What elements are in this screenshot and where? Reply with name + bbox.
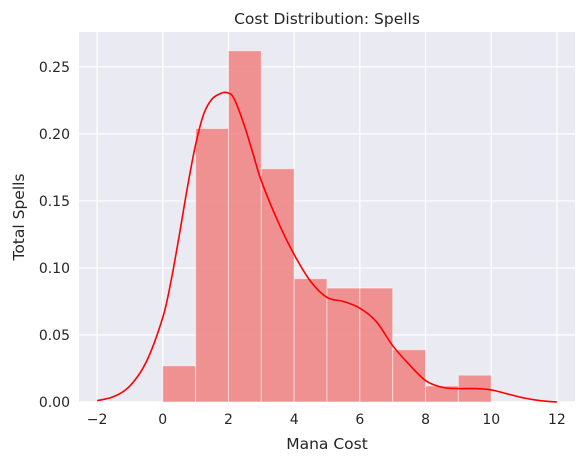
y-tick-label: 0.00: [39, 395, 70, 411]
y-axis-label: Total Spells: [10, 173, 28, 261]
kde-curve: [96, 91, 557, 403]
histogram-bar: [227, 50, 262, 403]
y-tick-label: 0.25: [39, 60, 70, 76]
histogram-bar: [293, 278, 328, 403]
x-tick-label: 12: [548, 412, 566, 428]
histogram-bar: [359, 287, 394, 403]
x-tick-label: 10: [482, 412, 500, 428]
histogram-bar: [260, 168, 295, 403]
x-tick-label: 4: [290, 412, 299, 428]
x-axis-label: Mana Cost: [286, 435, 368, 453]
x-tick-label: 6: [355, 412, 364, 428]
y-axis-ticks: 0.00 0.05 0.10 0.15 0.20 0.25: [39, 60, 70, 411]
y-tick-label: 0.10: [39, 261, 70, 277]
y-tick-label: 0.20: [39, 127, 70, 143]
x-axis-ticks: −2 0 2 4 6 8 10 12: [87, 412, 566, 428]
histogram-bars: [162, 50, 492, 403]
chart-title: Cost Distribution: Spells: [234, 10, 420, 28]
x-tick-label: 8: [421, 412, 430, 428]
y-tick-label: 0.15: [39, 194, 70, 210]
x-tick-label: 2: [224, 412, 233, 428]
x-tick-label: −2: [87, 412, 108, 428]
y-tick-label: 0.05: [39, 328, 70, 344]
histogram-bar: [326, 287, 361, 403]
histogram-bar: [162, 365, 197, 403]
histogram-bar: [195, 128, 229, 403]
x-tick-label: 0: [158, 412, 167, 428]
